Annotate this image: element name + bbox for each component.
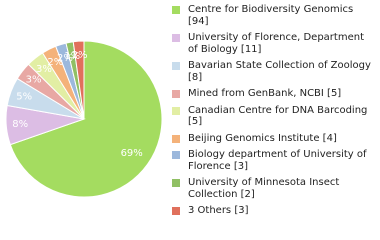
legend-item: Centre for Biodiversity Genomics [94] [172, 4, 372, 27]
legend-item: Beijing Genomics Institute [4] [172, 133, 372, 145]
legend-label: 3 Others [3] [188, 205, 249, 216]
slice-label: 1% [64, 51, 80, 62]
legend-swatch [172, 151, 180, 159]
pie-slice [9, 40, 163, 198]
legend-swatch [172, 106, 180, 115]
legend-item: Bavarian State Collection of Zoology [8] [172, 60, 372, 83]
slice-label: 2% [47, 57, 63, 68]
legend-item: Canadian Centre for DNA Barcoding [5] [172, 105, 372, 128]
legend-swatch [172, 179, 180, 187]
slice-label: 2% [72, 50, 88, 61]
slice-label: 3% [36, 64, 52, 75]
legend-label: University of Minnesota Insect Collectio… [188, 177, 340, 200]
slice-label: 69% [121, 148, 143, 159]
slice-label: 8% [12, 119, 28, 130]
legend-item: University of Minnesota Insect Collectio… [172, 177, 372, 200]
legend-item: 3 Others [3] [172, 205, 372, 217]
legend-label: Centre for Biodiversity Genomics [94] [188, 4, 354, 27]
pie: 69%8%5%3%3%2%2%1%2% [5, 40, 163, 198]
legend-swatch [172, 134, 180, 143]
legend-label: Bavarian State Collection of Zoology [8] [188, 60, 371, 83]
legend-label: Beijing Genomics Institute [4] [188, 132, 337, 144]
legend-item: Mined from GenBank, NCBI [5] [172, 88, 372, 100]
pie-slice [72, 40, 85, 120]
slice-label: 2% [57, 53, 73, 64]
legend-item: University of Florence, Department of Bi… [172, 32, 372, 55]
legend-label: Canadian Centre for DNA Barcoding [5] [188, 104, 368, 128]
legend-label: University of Florence, Department of Bi… [188, 32, 364, 55]
legend-swatch [172, 6, 180, 14]
slice-label: 3% [26, 75, 42, 86]
slice-label: 5% [16, 91, 32, 102]
legend-swatch [172, 34, 180, 42]
legend-label: Biology department of University of Flor… [188, 149, 367, 172]
legend-item: Biology department of University of Flor… [172, 149, 372, 172]
legend-swatch [172, 207, 180, 215]
legend-label: Mined from GenBank, NCBI [5] [188, 88, 342, 99]
legend: Centre for Biodiversity Genomics [94] Uni… [172, 4, 372, 222]
legend-swatch [172, 90, 180, 98]
legend-swatch [172, 62, 180, 70]
